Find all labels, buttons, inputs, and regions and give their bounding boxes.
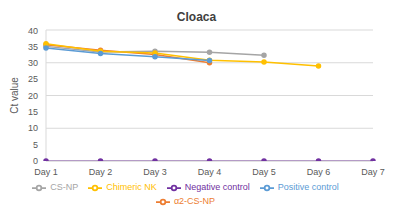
svg-text:25: 25 bbox=[28, 74, 38, 84]
svg-text:Day 3: Day 3 bbox=[143, 167, 167, 177]
svg-text:Day 1: Day 1 bbox=[34, 167, 58, 177]
svg-text:20: 20 bbox=[28, 91, 38, 101]
html-text:α2-CS-NP: α2-CS-NP bbox=[173, 196, 216, 207]
svg-text:Day 7: Day 7 bbox=[361, 167, 385, 177]
svg-text:30: 30 bbox=[28, 58, 38, 68]
svg-text:40: 40 bbox=[28, 26, 38, 36]
html-text:Negative control: Negative control bbox=[184, 182, 250, 193]
svg-text:Day 2: Day 2 bbox=[89, 167, 113, 177]
svg-text:35: 35 bbox=[28, 42, 38, 52]
svg-text:Day 6: Day 6 bbox=[307, 167, 331, 177]
svg-text:10: 10 bbox=[28, 123, 38, 133]
svg-text:15: 15 bbox=[28, 107, 38, 117]
html-text:Positive control: Positive control bbox=[277, 182, 339, 193]
svg-text:Day 4: Day 4 bbox=[198, 167, 222, 177]
svg-text:0: 0 bbox=[33, 156, 38, 166]
html-text:Chimeric NK: Chimeric NK bbox=[106, 182, 157, 193]
svg-text:Day 5: Day 5 bbox=[252, 167, 276, 177]
html-text:Cloaca: Cloaca bbox=[176, 10, 217, 24]
svg-text:Ct value: Ct value bbox=[9, 77, 20, 114]
svg-text:5: 5 bbox=[33, 140, 38, 150]
html-text:CS-NP: CS-NP bbox=[50, 182, 79, 193]
